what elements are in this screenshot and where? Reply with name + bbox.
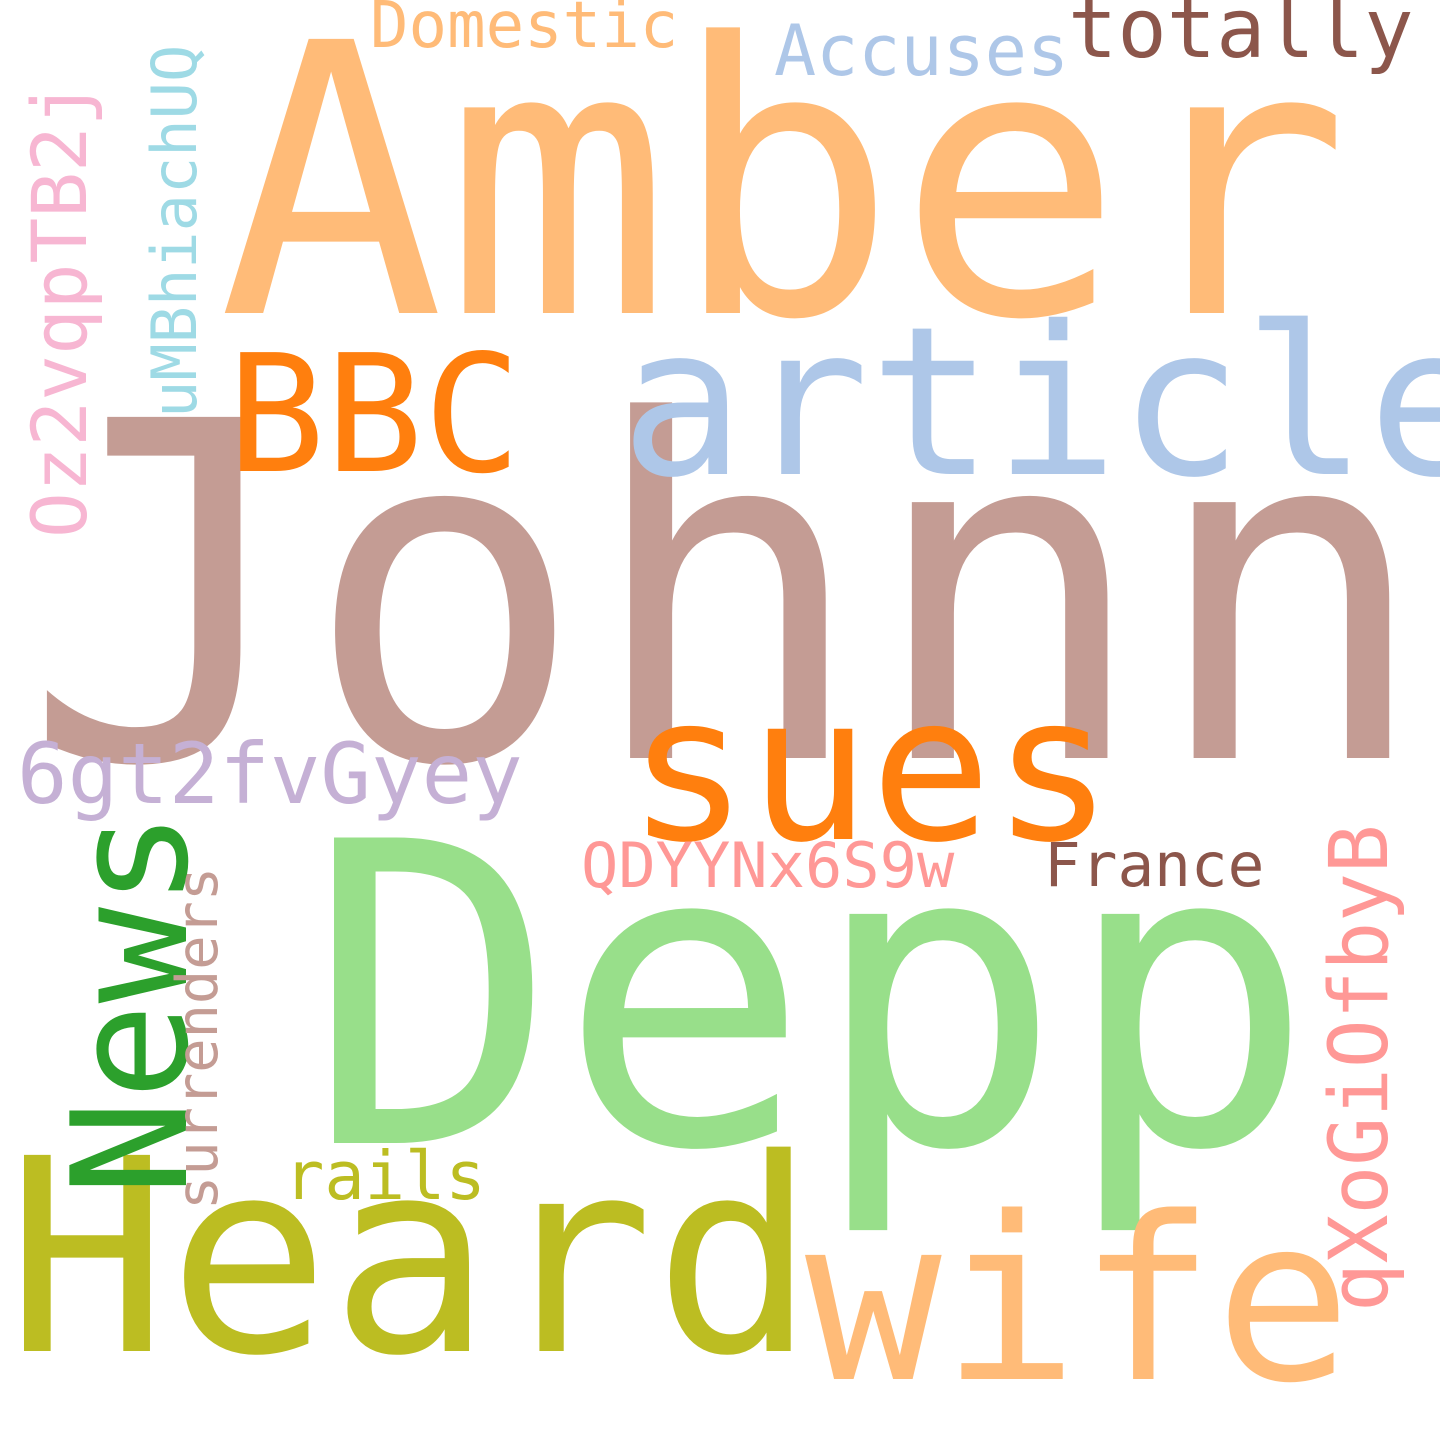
- word-amber: Amber: [218, 0, 1350, 402]
- word-johnny: Johnny: [22, 325, 1440, 869]
- word-heard: Heard: [6, 1102, 816, 1415]
- word-totally: totally: [1068, 0, 1414, 77]
- word-sues: sues: [627, 651, 1114, 887]
- word-france: France: [1044, 830, 1265, 901]
- word-umbhiachuq: uMBhiachUQ: [138, 44, 211, 418]
- word-bbc: BBC: [227, 321, 522, 510]
- word-qxogiofbyb: qXoGiOfbyB: [1313, 824, 1407, 1312]
- word-6gt2fvgyey: 6gt2fvGyey: [17, 725, 523, 823]
- word-rails: rails: [284, 1137, 486, 1215]
- word-oz2vqptb2j: Oz2vqpTB2j: [15, 80, 104, 538]
- word-domestic: Domestic: [370, 0, 679, 63]
- word-accuses: Accuses: [774, 10, 1070, 92]
- word-qdyynx6s9w: QDYYNx6S9w: [581, 829, 955, 902]
- word-surrenders: surrenders: [165, 866, 231, 1210]
- word-depp: Depp: [306, 754, 1316, 1242]
- word-wife: wife: [805, 1168, 1352, 1433]
- word-article: article: [620, 282, 1440, 523]
